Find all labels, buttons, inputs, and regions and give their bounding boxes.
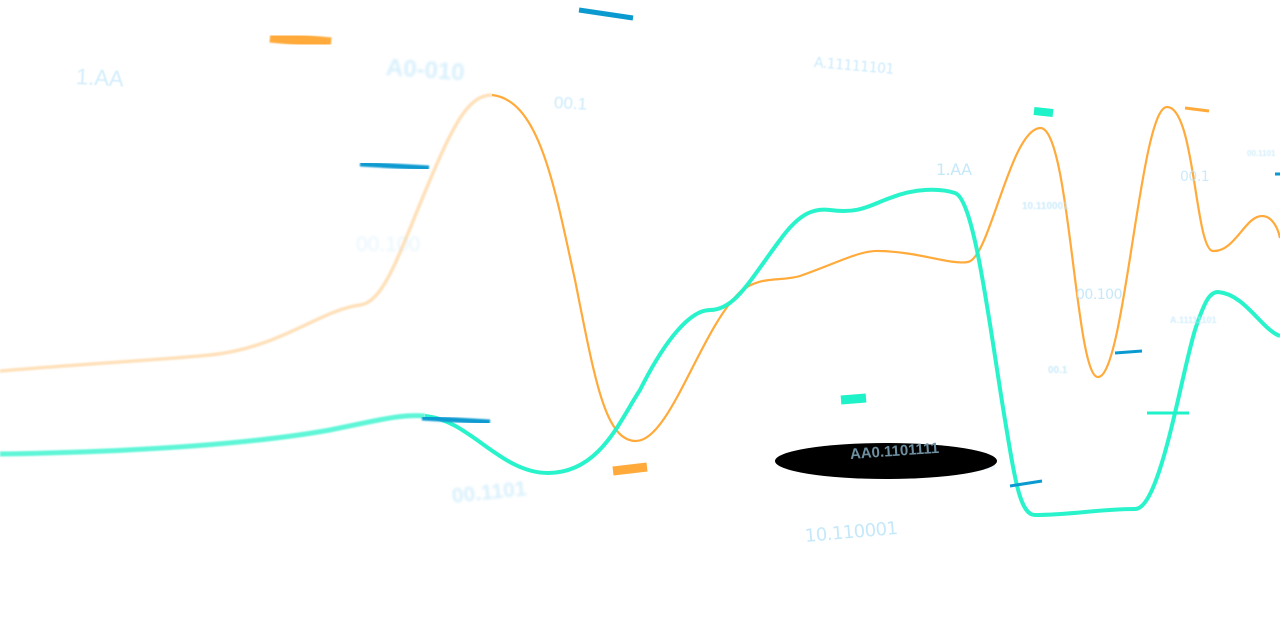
teal-series-line bbox=[424, 187, 1280, 518]
annotation-label: 00.1 bbox=[1048, 365, 1068, 376]
annotation-label: 00.100 bbox=[356, 233, 421, 256]
annotation-label: 00.100 bbox=[1076, 287, 1123, 303]
dash-marker bbox=[612, 462, 648, 476]
annotation-label: A.11111101 bbox=[1170, 315, 1217, 325]
annotation-label: 1.AA bbox=[75, 64, 125, 92]
annotation-label: 00.1 bbox=[553, 93, 588, 114]
teal-series-line-far bbox=[0, 413, 426, 457]
annotation-label: 1.AA bbox=[936, 160, 972, 179]
dash-markers bbox=[269, 7, 1280, 488]
dash-marker bbox=[840, 393, 867, 405]
annotation-label: A0-010 bbox=[385, 54, 466, 87]
annotation-label: 00.1101 bbox=[1247, 149, 1276, 158]
orange-series-line-far bbox=[0, 93, 493, 373]
dash-marker bbox=[421, 415, 491, 425]
dash-marker bbox=[359, 161, 430, 171]
dash-marker bbox=[1184, 106, 1210, 113]
dash-marker bbox=[1114, 349, 1143, 355]
dash-marker bbox=[1033, 107, 1054, 117]
dash-marker bbox=[1009, 479, 1043, 488]
annotation-label: 00.1 bbox=[1180, 169, 1210, 185]
dash-marker bbox=[269, 31, 332, 49]
ellipse-badge bbox=[775, 443, 997, 479]
dash-marker bbox=[578, 7, 634, 21]
annotation-label: 10.110001 bbox=[1022, 201, 1069, 212]
orange-series-line bbox=[491, 93, 1280, 443]
